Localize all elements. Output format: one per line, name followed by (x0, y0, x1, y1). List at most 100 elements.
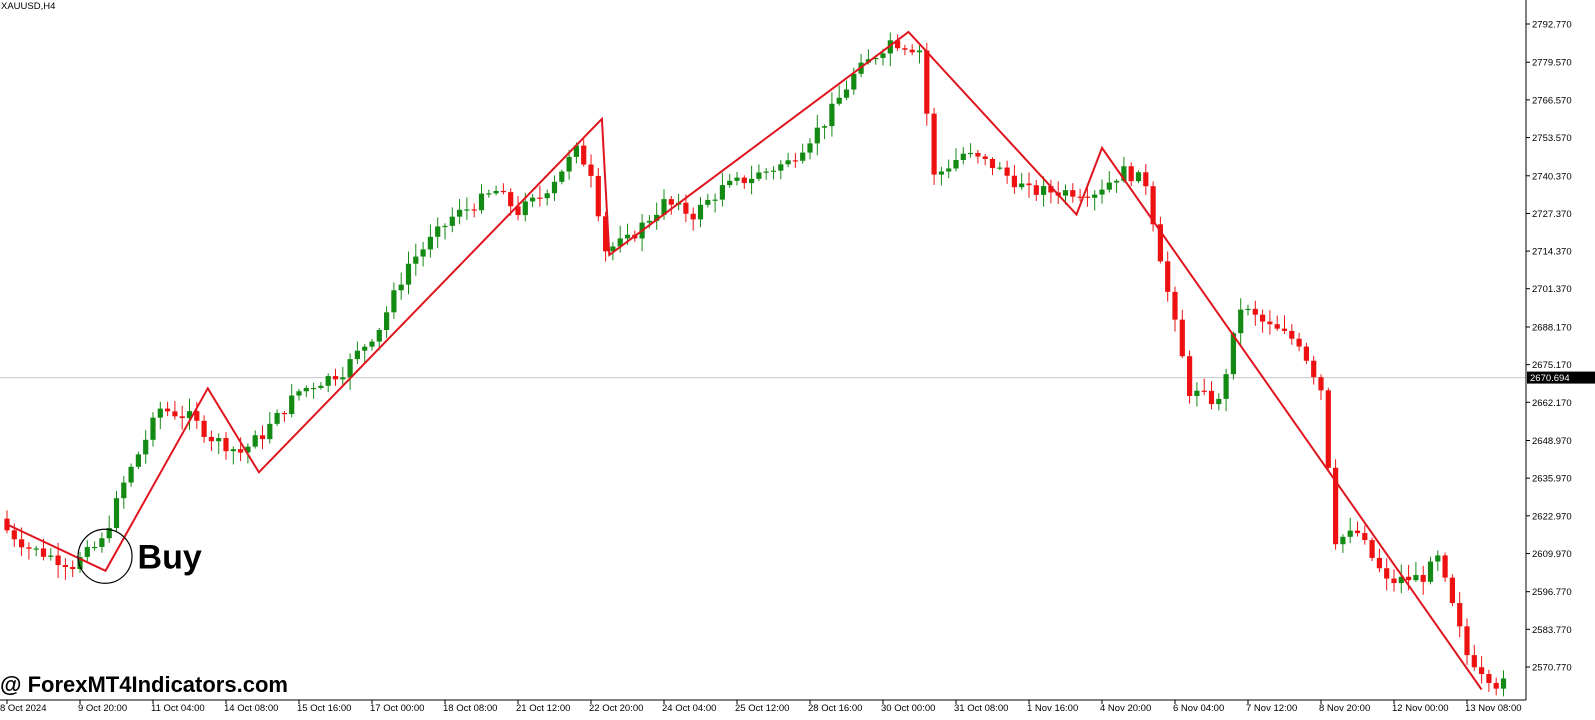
candle[interactable] (1172, 286, 1178, 332)
candle[interactable] (1384, 558, 1390, 591)
candle[interactable] (33, 545, 39, 557)
candle[interactable] (515, 195, 521, 221)
candle[interactable] (259, 425, 266, 449)
candle[interactable] (916, 45, 923, 64)
candle[interactable] (1471, 644, 1477, 671)
candle[interactable] (332, 368, 339, 386)
candle[interactable] (749, 165, 755, 195)
candle[interactable] (325, 373, 331, 393)
candle[interactable] (413, 243, 419, 276)
candle[interactable] (1157, 216, 1163, 264)
candle[interactable] (384, 306, 390, 339)
candle[interactable] (369, 339, 375, 351)
candle[interactable] (1106, 171, 1112, 193)
candle[interactable] (1303, 342, 1309, 365)
candle[interactable] (1333, 459, 1339, 550)
candle[interactable] (822, 124, 828, 140)
candle[interactable] (77, 551, 83, 573)
candle[interactable] (128, 463, 134, 487)
candle[interactable] (712, 193, 718, 213)
candle[interactable] (946, 159, 952, 179)
candle[interactable] (727, 173, 733, 188)
candle[interactable] (1194, 382, 1200, 407)
candle[interactable] (617, 225, 623, 253)
candle[interactable] (938, 166, 944, 186)
candle[interactable] (705, 193, 711, 208)
candle[interactable] (143, 430, 149, 464)
candle[interactable] (581, 139, 587, 167)
candle[interactable] (435, 217, 441, 249)
candle[interactable] (551, 175, 558, 201)
candle[interactable] (186, 398, 193, 430)
candle[interactable] (792, 152, 798, 168)
candle[interactable] (1135, 170, 1142, 184)
candle[interactable] (763, 167, 769, 180)
candle[interactable] (836, 85, 842, 106)
candle[interactable] (457, 198, 463, 225)
candle[interactable] (741, 175, 747, 189)
candle[interactable] (1391, 569, 1397, 592)
candle[interactable] (895, 34, 901, 51)
candle[interactable] (734, 171, 740, 186)
candle[interactable] (530, 193, 536, 208)
candle[interactable] (1150, 181, 1156, 232)
candle[interactable] (909, 44, 915, 56)
candle[interactable] (1427, 556, 1434, 585)
candle[interactable] (1004, 160, 1010, 184)
candle[interactable] (62, 558, 68, 580)
candle[interactable] (391, 282, 397, 319)
candle[interactable] (960, 147, 966, 165)
candle[interactable] (500, 183, 506, 195)
candle[interactable] (201, 415, 207, 443)
candle[interactable] (1223, 368, 1229, 412)
candle[interactable] (1260, 309, 1266, 333)
candle[interactable] (135, 451, 141, 470)
candle[interactable] (354, 341, 360, 364)
candle[interactable] (1201, 378, 1207, 396)
candle[interactable] (376, 327, 382, 351)
candle[interactable] (121, 476, 127, 509)
candle[interactable] (208, 430, 214, 451)
candle[interactable] (281, 410, 287, 422)
candle[interactable] (1281, 315, 1288, 335)
candle[interactable] (157, 401, 163, 430)
candle[interactable] (953, 148, 959, 172)
candle[interactable] (1230, 331, 1236, 380)
candle[interactable] (179, 405, 185, 430)
candle[interactable] (902, 44, 908, 56)
candle[interactable] (968, 143, 974, 158)
candle[interactable] (1486, 669, 1492, 692)
candle[interactable] (1070, 183, 1076, 203)
candle[interactable] (165, 401, 171, 417)
candle[interactable] (1362, 525, 1368, 545)
candle[interactable] (1238, 298, 1244, 347)
candle[interactable] (362, 344, 368, 363)
candle[interactable] (1048, 179, 1054, 204)
candle[interactable] (471, 203, 477, 218)
candle[interactable] (1413, 561, 1419, 583)
candle[interactable] (1026, 172, 1032, 198)
candle[interactable] (1296, 332, 1302, 352)
candle[interactable] (1435, 550, 1441, 571)
candle[interactable] (1354, 521, 1361, 537)
candle[interactable] (493, 185, 499, 196)
candle[interactable] (668, 195, 674, 215)
candle[interactable] (1114, 179, 1120, 193)
candle[interactable] (1449, 574, 1455, 607)
candle[interactable] (1500, 670, 1507, 697)
candle[interactable] (843, 80, 850, 101)
candle[interactable] (778, 160, 784, 180)
candle[interactable] (982, 153, 988, 166)
candle[interactable] (508, 188, 514, 216)
candle[interactable] (1325, 387, 1331, 472)
candle[interactable] (770, 166, 777, 180)
candle[interactable] (1274, 315, 1280, 331)
candle[interactable] (654, 202, 660, 230)
candle[interactable] (1464, 618, 1470, 665)
candle[interactable] (1420, 565, 1426, 595)
candle[interactable] (559, 169, 565, 185)
candle[interactable] (70, 560, 76, 578)
candle[interactable] (814, 114, 820, 156)
